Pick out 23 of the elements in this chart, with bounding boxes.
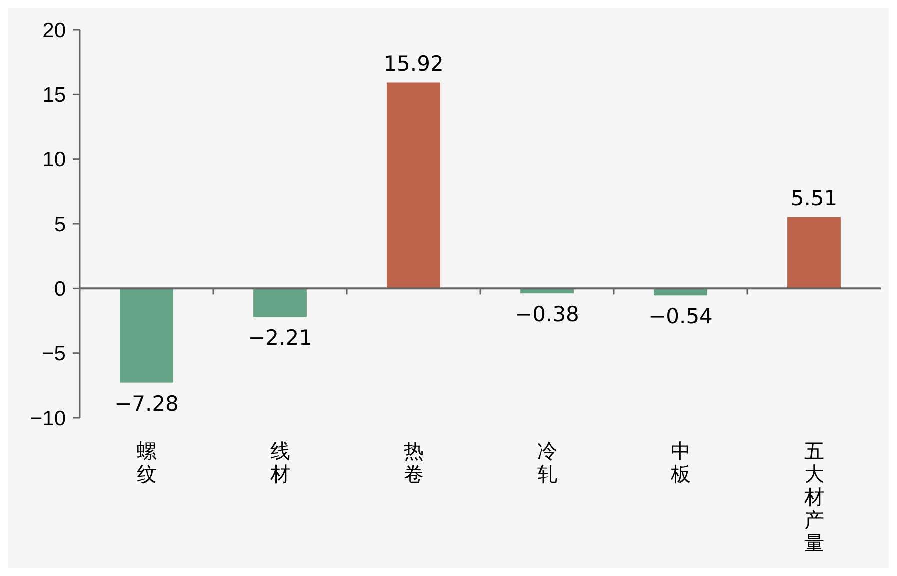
x-tick-label: 冷轧 xyxy=(537,439,558,486)
x-tick-label: 中板 xyxy=(670,439,691,486)
y-tick-label: −10 xyxy=(30,407,66,430)
bar xyxy=(387,82,440,289)
data-label: −7.28 xyxy=(114,392,179,416)
data-label: 5.51 xyxy=(790,186,838,210)
x-tick-label: 螺纹 xyxy=(136,439,157,486)
x-tick-label: 五大材产量 xyxy=(803,439,824,555)
bar xyxy=(120,288,174,383)
y-tick-label: −5 xyxy=(42,342,66,366)
y-tick-label: 20 xyxy=(42,19,66,42)
y-tick-label: 5 xyxy=(54,213,66,236)
y-tick-label: 15 xyxy=(42,84,66,108)
bar xyxy=(788,217,841,289)
data-label: 15.92 xyxy=(384,52,444,76)
y-tick-label: 10 xyxy=(42,148,66,172)
bar xyxy=(254,288,307,318)
x-tick-label: 热卷 xyxy=(404,439,424,486)
data-label: −0.54 xyxy=(648,304,713,329)
x-tick-label: 线材 xyxy=(269,439,290,486)
y-tick-label: 0 xyxy=(54,278,66,302)
data-label: −0.38 xyxy=(515,302,580,327)
data-label: −2.21 xyxy=(248,326,312,350)
